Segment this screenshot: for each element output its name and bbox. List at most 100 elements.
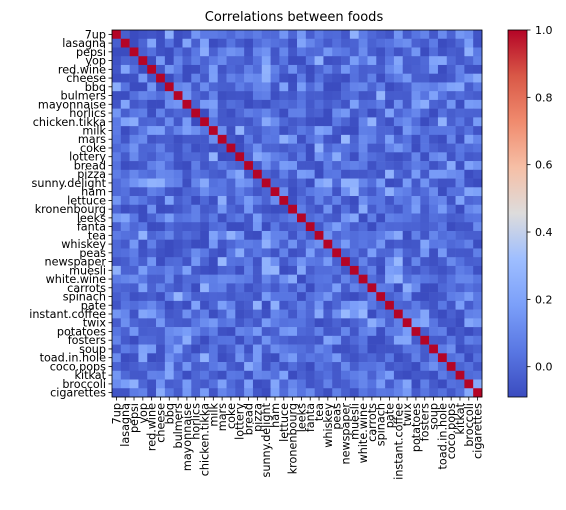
heatmap-cell bbox=[429, 248, 439, 258]
heatmap-cell bbox=[182, 47, 192, 57]
heatmap-cell bbox=[191, 379, 201, 389]
heatmap-cell bbox=[200, 91, 210, 101]
heatmap-cell bbox=[164, 117, 174, 127]
heatmap-cell bbox=[402, 362, 412, 372]
heatmap-cell bbox=[349, 213, 359, 223]
heatmap-cell bbox=[341, 56, 351, 66]
heatmap-cell bbox=[147, 187, 157, 197]
heatmap-cell bbox=[429, 300, 439, 310]
heatmap-cell bbox=[429, 38, 439, 48]
heatmap-cell bbox=[191, 327, 201, 337]
heatmap-cell bbox=[208, 178, 219, 188]
heatmap-cell bbox=[120, 108, 130, 118]
heatmap-cell bbox=[112, 370, 122, 380]
heatmap-cell bbox=[191, 344, 201, 354]
heatmap-cell bbox=[446, 47, 456, 57]
heatmap-cell bbox=[385, 178, 395, 188]
heatmap-cell bbox=[376, 143, 386, 153]
heatmap-cell bbox=[252, 257, 263, 267]
heatmap-cell bbox=[164, 362, 174, 372]
heatmap-cell bbox=[270, 379, 280, 389]
heatmap-cell bbox=[473, 82, 483, 92]
heatmap-cell bbox=[367, 292, 377, 302]
heatmap-cell bbox=[349, 64, 359, 74]
heatmap-cell bbox=[252, 370, 263, 380]
heatmap-cell bbox=[411, 126, 421, 136]
heatmap-cell bbox=[437, 318, 448, 328]
heatmap-cell bbox=[138, 344, 148, 354]
heatmap-cell bbox=[129, 169, 139, 179]
heatmap-cell bbox=[464, 47, 474, 57]
heatmap-cell bbox=[191, 152, 201, 162]
heatmap-cell bbox=[147, 73, 157, 83]
heatmap-cell bbox=[138, 257, 148, 267]
heatmap-cell bbox=[147, 204, 157, 214]
heatmap-cell bbox=[270, 126, 280, 136]
heatmap-cell bbox=[120, 161, 130, 171]
heatmap-cell bbox=[279, 362, 289, 372]
heatmap-cell bbox=[235, 388, 245, 398]
heatmap-cell bbox=[112, 309, 122, 319]
heatmap-cell bbox=[191, 257, 201, 267]
chart-title: Correlations between foods bbox=[205, 10, 384, 25]
heatmap-cell bbox=[402, 47, 412, 57]
heatmap-cell bbox=[200, 56, 210, 66]
heatmap-cell bbox=[244, 108, 254, 118]
heatmap-cell bbox=[156, 274, 166, 284]
heatmap-cell bbox=[191, 161, 201, 171]
heatmap-cell bbox=[349, 30, 359, 40]
heatmap-cell bbox=[297, 178, 307, 188]
heatmap-cell bbox=[288, 230, 298, 241]
heatmap-cell bbox=[279, 292, 289, 302]
heatmap-cell bbox=[112, 196, 122, 206]
heatmap-cell bbox=[358, 353, 368, 363]
heatmap-cell bbox=[244, 99, 254, 109]
heatmap-cell bbox=[393, 126, 404, 136]
heatmap-cell bbox=[323, 47, 333, 57]
heatmap-cell bbox=[411, 73, 421, 83]
heatmap-cell bbox=[191, 99, 201, 109]
heatmap-cell bbox=[297, 318, 307, 328]
heatmap-cell bbox=[288, 47, 298, 57]
x-tick-label: ham bbox=[269, 403, 282, 428]
heatmap-cell bbox=[305, 362, 315, 372]
heatmap-cell bbox=[411, 134, 421, 144]
x-tick-label: peas bbox=[331, 403, 344, 430]
heatmap-cell bbox=[305, 379, 315, 389]
heatmap-cell bbox=[297, 134, 307, 144]
heatmap-cell bbox=[279, 99, 289, 109]
heatmap-cell bbox=[147, 213, 157, 223]
heatmap-cell bbox=[270, 38, 280, 48]
heatmap-cell bbox=[120, 64, 130, 74]
heatmap-cell bbox=[393, 292, 404, 302]
heatmap-cell bbox=[244, 213, 254, 223]
y-tick-label: kitkat bbox=[75, 369, 107, 382]
x-tick-label: broccoli bbox=[463, 403, 476, 447]
heatmap-cell bbox=[252, 73, 263, 83]
heatmap-cell bbox=[120, 362, 130, 372]
heatmap-cell bbox=[385, 108, 395, 118]
heatmap-cell bbox=[244, 335, 254, 345]
heatmap-cell bbox=[297, 187, 307, 197]
heatmap-cell bbox=[473, 370, 483, 380]
heatmap-cell bbox=[385, 370, 395, 380]
heatmap-cell bbox=[455, 300, 465, 310]
heatmap-cell bbox=[323, 213, 333, 223]
heatmap-cell bbox=[464, 56, 474, 66]
heatmap-cell bbox=[464, 143, 474, 153]
heatmap-cell bbox=[341, 152, 351, 162]
heatmap-cell bbox=[235, 99, 245, 109]
heatmap-cell bbox=[358, 362, 368, 372]
heatmap-cell bbox=[147, 99, 157, 109]
heatmap-cell bbox=[349, 38, 359, 48]
heatmap-cell bbox=[402, 169, 412, 179]
heatmap-cell bbox=[464, 30, 474, 40]
heatmap-cell bbox=[411, 117, 421, 127]
heatmap-cell bbox=[182, 257, 192, 267]
heatmap-cell bbox=[455, 64, 465, 74]
heatmap-cell bbox=[341, 335, 351, 345]
heatmap-cell bbox=[358, 73, 368, 83]
heatmap-cell bbox=[376, 353, 386, 363]
heatmap-cell bbox=[341, 239, 351, 249]
heatmap-cell bbox=[208, 99, 219, 109]
